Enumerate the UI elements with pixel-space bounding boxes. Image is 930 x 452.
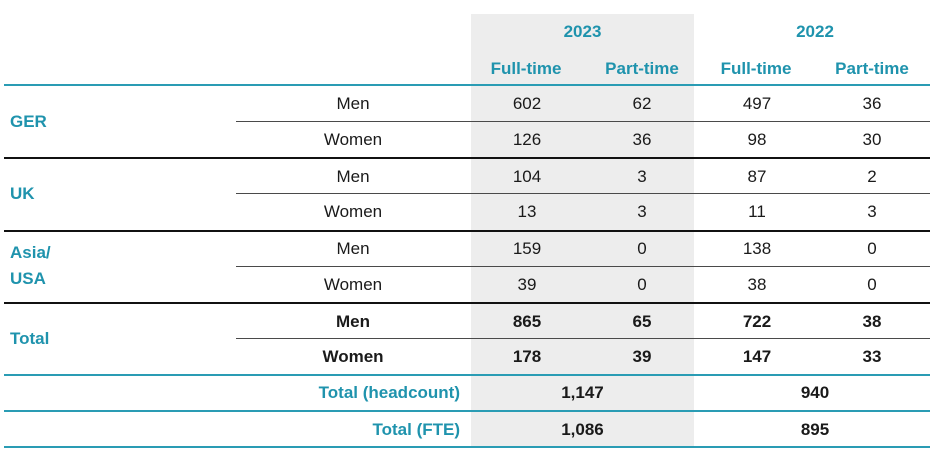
gender-label: Men	[336, 93, 370, 113]
region-label-asia-line2: USA	[10, 269, 46, 288]
value-cell-fulltime-2023: 602	[512, 93, 542, 113]
value-cell-parttime-2022: 36	[862, 93, 882, 113]
region-label-total: Total	[10, 329, 50, 348]
value-cell-fulltime-2023: 159	[512, 238, 542, 258]
summary-2022-headcount: 940	[800, 383, 830, 402]
value-cell-parttime-2022: 33	[862, 346, 882, 366]
gender-label: Men	[336, 238, 370, 258]
column-header-parttime-2023: Part-time	[605, 59, 679, 78]
region-label-asia-line1: Asia/	[10, 243, 51, 262]
summary-2022-fte: 895	[800, 420, 830, 439]
value-cell-parttime-2023: 3	[637, 166, 647, 186]
value-cell-fulltime-2022: 497	[742, 93, 772, 113]
gender-label: Women	[323, 274, 383, 294]
value-cell-fulltime-2022: 722	[742, 311, 772, 331]
summary-rule-bottom	[4, 446, 930, 448]
row-divider-asia	[236, 266, 930, 267]
region-divider-uk-asia	[4, 230, 930, 232]
value-cell-fulltime-2023: 13	[517, 201, 537, 221]
summary-rule-middle	[4, 410, 930, 412]
value-cell-fulltime-2023: 104	[512, 166, 542, 186]
column-header-fulltime-2022: Full-time	[720, 59, 792, 78]
row-divider-total	[236, 338, 930, 339]
summary-2023-fte: 1,086	[561, 420, 604, 439]
value-cell-parttime-2023: 36	[632, 129, 652, 149]
value-cell-parttime-2022: 0	[867, 274, 877, 294]
row-divider-uk	[236, 193, 930, 194]
column-header-parttime-2022: Part-time	[835, 59, 909, 78]
value-cell-fulltime-2023: 126	[512, 129, 542, 149]
gender-label: Men	[336, 166, 370, 186]
value-cell-fulltime-2022: 38	[747, 274, 767, 294]
value-cell-parttime-2023: 65	[632, 311, 652, 331]
value-cell-fulltime-2023: 178	[512, 346, 542, 366]
value-cell-parttime-2022: 38	[862, 311, 882, 331]
value-cell-fulltime-2022: 138	[742, 238, 772, 258]
value-cell-fulltime-2023: 865	[512, 311, 542, 331]
summary-rule-top	[4, 374, 930, 376]
value-cell-fulltime-2023: 39	[517, 274, 537, 294]
row-divider-ger	[236, 121, 930, 122]
gender-label: Men	[336, 311, 370, 331]
year-2023-header: 2023	[563, 22, 602, 41]
value-cell-parttime-2022: 30	[862, 129, 882, 149]
value-cell-parttime-2023: 0	[637, 238, 647, 258]
summary-label-fte: Total (FTE)	[372, 420, 461, 439]
value-cell-parttime-2022: 2	[867, 166, 877, 186]
header-rule	[4, 84, 930, 86]
value-cell-fulltime-2022: 98	[747, 129, 767, 149]
value-cell-parttime-2023: 0	[637, 274, 647, 294]
region-label-ger: GER	[10, 112, 47, 131]
value-cell-fulltime-2022: 11	[748, 201, 766, 221]
gender-label: Women	[322, 346, 384, 366]
value-cell-fulltime-2022: 87	[747, 166, 767, 186]
value-cell-parttime-2023: 62	[632, 93, 652, 113]
summary-label-headcount: Total (headcount)	[318, 383, 460, 402]
summary-2023-headcount: 1,147	[561, 383, 604, 402]
gender-label: Women	[323, 201, 383, 221]
value-cell-parttime-2023: 39	[632, 346, 652, 366]
column-header-fulltime-2023: Full-time	[490, 59, 562, 78]
value-cell-parttime-2022: 0	[867, 238, 877, 258]
value-cell-parttime-2022: 3	[867, 201, 877, 221]
year-2022-header: 2022	[796, 22, 834, 41]
region-divider-ger-uk	[4, 157, 930, 159]
value-cell-fulltime-2022: 147	[742, 346, 772, 366]
value-cell-parttime-2023: 3	[637, 201, 647, 221]
region-divider-asia-total	[4, 302, 930, 304]
gender-label: Women	[323, 129, 383, 149]
region-label-uk: UK	[10, 184, 35, 203]
